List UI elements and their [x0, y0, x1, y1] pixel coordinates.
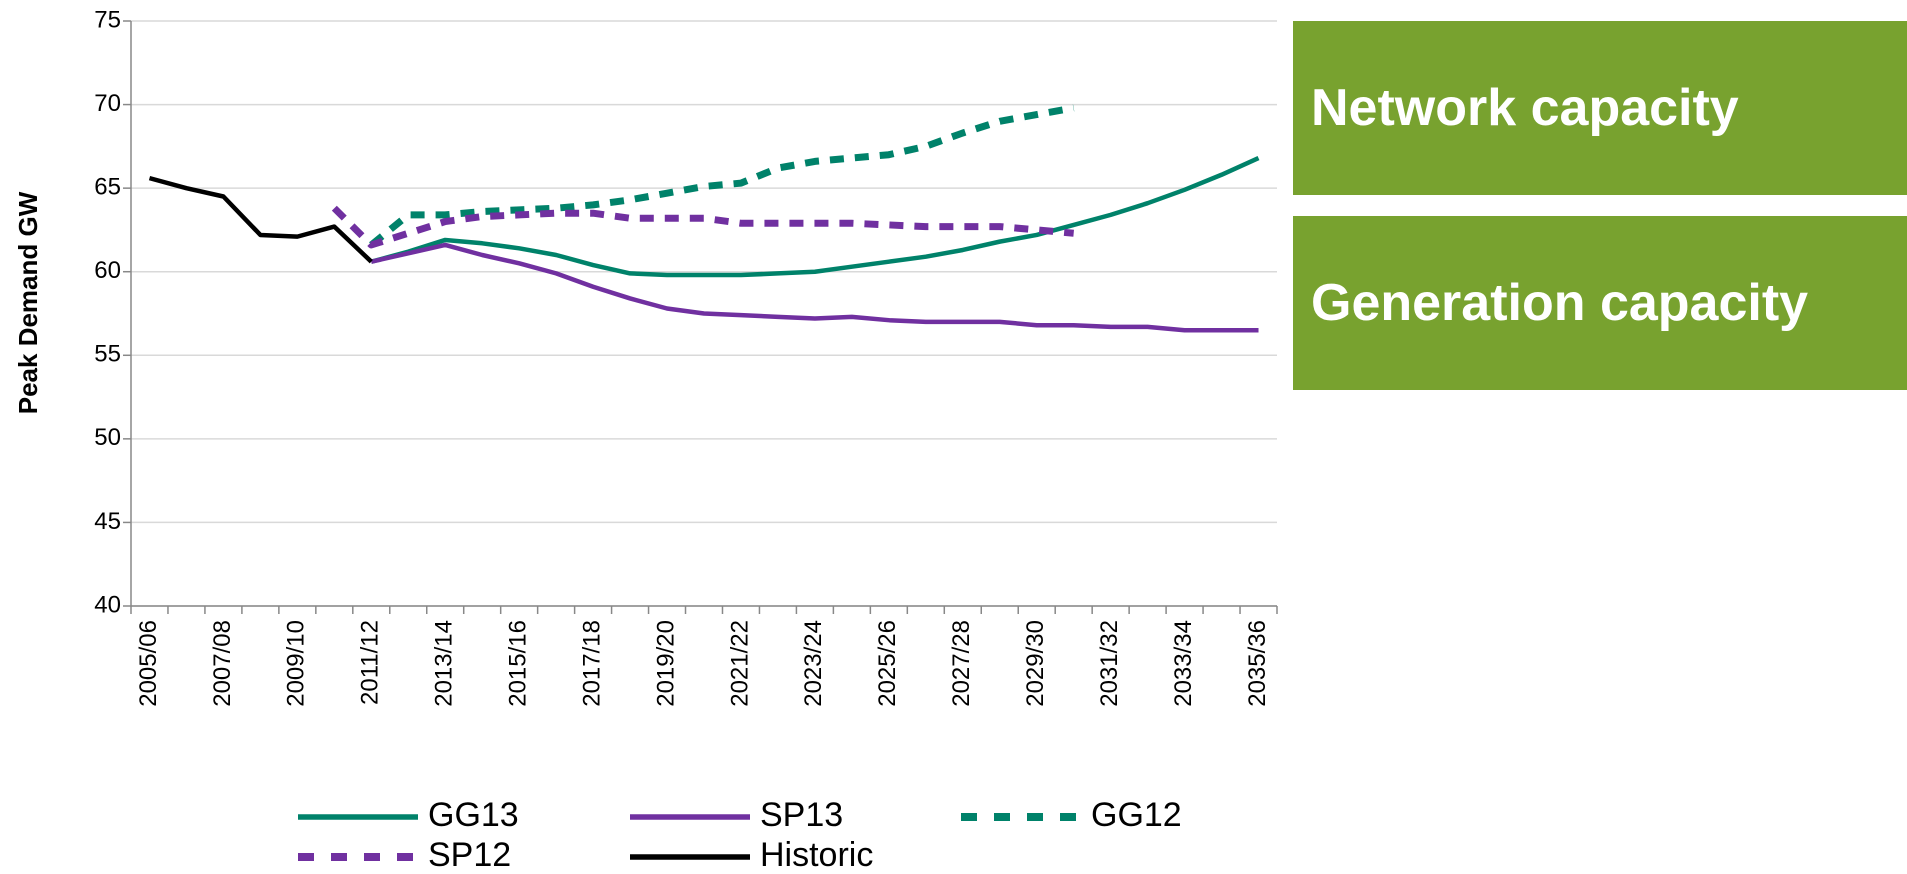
legend-label: SP12 — [428, 836, 511, 874]
x-tick-label: 2033/34 — [1170, 620, 1197, 707]
chart: Peak Demand GW 40 45 50 55 60 65 70 75 2005/06 20… — [13, 6, 1278, 874]
series-line — [148, 175, 373, 264]
y-axis-label: Peak Demand GW — [13, 191, 43, 414]
series-line — [369, 104, 1075, 248]
x-tick-label: 2007/08 — [209, 620, 236, 707]
x-tick-label: 2035/36 — [1244, 620, 1271, 707]
x-tick-label: 2021/22 — [726, 620, 753, 707]
series-line — [370, 242, 1259, 333]
x-tick-label: 2011/12 — [357, 620, 384, 705]
x-tick-label: 2013/14 — [431, 620, 458, 707]
y-tick-label: 40 — [94, 591, 121, 618]
y-tick-label: 55 — [94, 341, 121, 368]
legend-label: GG13 — [428, 796, 519, 834]
y-tick-label: 60 — [94, 257, 121, 284]
x-tick-label: 2027/28 — [948, 620, 975, 707]
series-line — [370, 156, 1260, 278]
legend-label: Historic — [760, 836, 873, 874]
legend-label: SP13 — [760, 796, 843, 834]
y-tick-label: 75 — [94, 6, 121, 33]
x-tick-label: 2029/30 — [1022, 620, 1049, 707]
x-tick-label: 2031/32 — [1096, 620, 1123, 707]
legend-label: GG12 — [1091, 796, 1182, 834]
x-tick-label: 2023/24 — [800, 620, 827, 707]
x-tick-label: 2015/16 — [505, 620, 532, 707]
y-tick-label: 70 — [94, 90, 121, 117]
x-tick-label: 2005/06 — [135, 620, 162, 707]
y-tick-label: 65 — [94, 173, 121, 200]
x-tick-label: 2019/20 — [652, 620, 679, 707]
x-tick-label: 2009/10 — [283, 620, 310, 707]
y-tick-label: 50 — [94, 424, 121, 451]
x-tick-label: 2025/26 — [874, 620, 901, 707]
generation-capacity-panel: Generation capacity — [1293, 216, 1907, 390]
series-line — [331, 205, 1074, 249]
x-tick-label: 2017/18 — [578, 620, 605, 707]
network-capacity-panel: Network capacity — [1293, 21, 1907, 195]
y-tick-label: 45 — [94, 508, 121, 535]
